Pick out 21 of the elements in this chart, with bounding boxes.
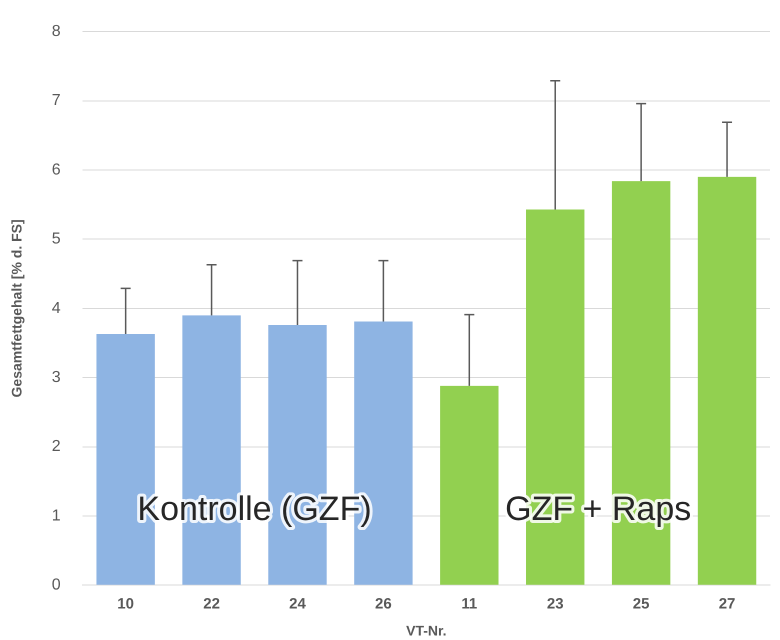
y-tick-label: 6	[52, 161, 61, 178]
x-tick-label: 22	[203, 595, 220, 612]
x-tick-label: 24	[289, 595, 306, 612]
y-tick-label: 0	[52, 576, 61, 594]
y-tick-label: 4	[52, 300, 61, 317]
bar	[440, 386, 499, 585]
y-tick-label: 2	[52, 438, 61, 456]
y-tick-label: 1	[52, 507, 61, 524]
y-tick-label: 7	[52, 92, 61, 110]
x-tick-label: 23	[546, 595, 564, 612]
x-axis-title: VT-Nr.	[406, 622, 447, 638]
x-tick-label: 26	[375, 595, 392, 612]
x-tick-label: 25	[632, 595, 650, 612]
x-tick-label: 27	[718, 595, 736, 612]
x-tick-label: 10	[117, 595, 134, 612]
y-axis-title: Gesamtfettgehalt [% d. FS]	[8, 219, 24, 398]
y-tick-label: 8	[52, 23, 61, 40]
y-tick-label: 3	[52, 369, 61, 386]
y-tick-label: 5	[52, 230, 61, 248]
bar	[698, 176, 756, 585]
x-tick-label: 11	[461, 595, 478, 612]
